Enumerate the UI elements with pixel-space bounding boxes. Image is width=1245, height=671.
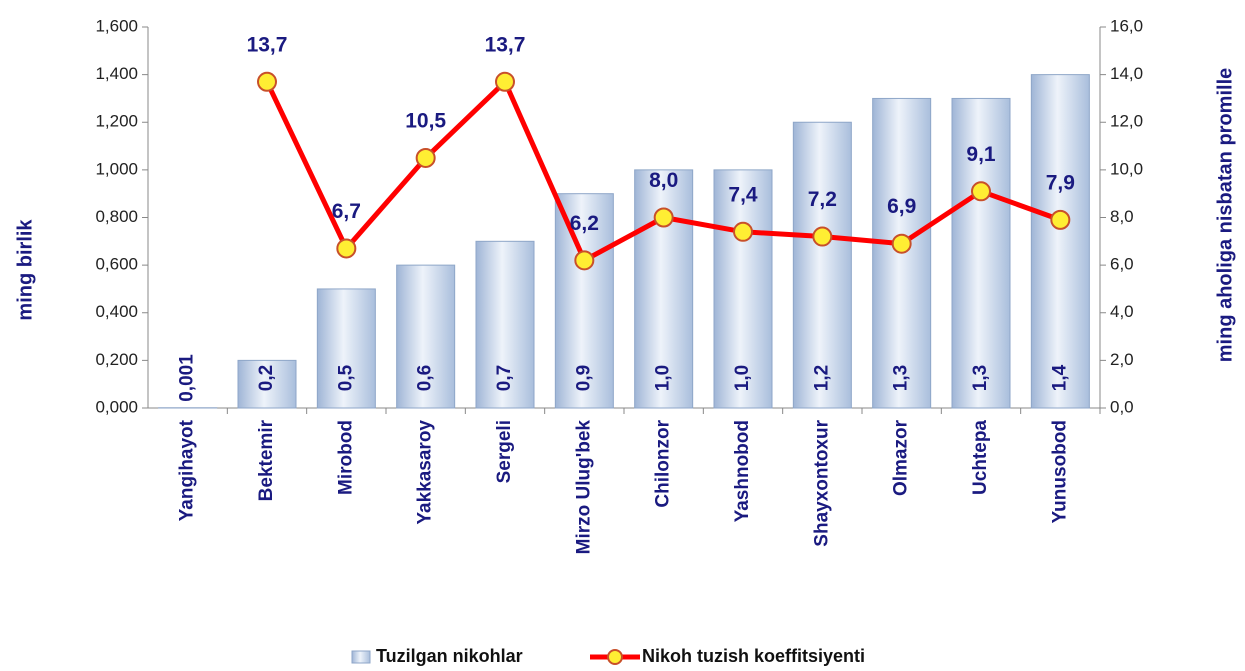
- y2-tick-label: 16,0: [1110, 16, 1143, 35]
- line-value-label: 7,4: [728, 183, 758, 206]
- x-tick-label: Yunusobod: [1049, 420, 1070, 523]
- bar-value-label: 0,9: [573, 365, 594, 391]
- bar-value-label: 1,3: [891, 365, 912, 391]
- y2-tick-label: 12,0: [1110, 112, 1143, 131]
- bar: [237, 359, 297, 409]
- y2-tick-label: 8,0: [1110, 207, 1134, 226]
- bar-value-label: 0,5: [335, 364, 356, 391]
- bar-value-label: 1,3: [970, 365, 991, 391]
- line-marker: [1050, 209, 1071, 230]
- y2-tick-label: 2,0: [1110, 350, 1134, 369]
- line-marker: [257, 71, 277, 92]
- line-value-label: 6,7: [332, 200, 361, 223]
- y-tick-label: 1,000: [95, 159, 138, 178]
- bar-value-label: 0,6: [415, 365, 436, 391]
- bar-value-label: 0,001: [177, 354, 198, 402]
- y-tick-label: 0,000: [95, 397, 138, 416]
- y-axis-title: ming birlik: [14, 219, 36, 321]
- bar-value-label: 0,2: [256, 365, 277, 391]
- line-value-label: 13,7: [485, 33, 526, 56]
- x-tick-label: Yashnobod: [732, 420, 753, 522]
- line-value-label: 7,9: [1046, 171, 1075, 194]
- bar: [475, 240, 535, 409]
- bar: [1030, 74, 1090, 409]
- line-value-label: 13,7: [247, 33, 288, 56]
- line-value-label: 7,2: [808, 188, 837, 211]
- bar-value-label: 0,7: [494, 365, 515, 391]
- x-tick-label: Chilonzor: [653, 419, 674, 507]
- y2-tick-label: 10,0: [1110, 159, 1143, 178]
- y-tick-label: 1,200: [95, 112, 138, 131]
- y2-tick-label: 6,0: [1110, 255, 1134, 274]
- x-tick-label: Uchtepa: [970, 420, 991, 495]
- y2-axis-title: ming aholiga nisbatan promille: [1214, 68, 1236, 362]
- line-marker: [574, 250, 595, 271]
- bar: [316, 288, 376, 409]
- y2-tick-label: 0,0: [1110, 397, 1134, 416]
- y2-tick-label: 14,0: [1110, 64, 1143, 83]
- y-tick-label: 0,800: [95, 207, 138, 226]
- y2-tick-label: 4,0: [1110, 302, 1134, 321]
- bar-value-label: 1,4: [1049, 364, 1070, 391]
- bar: [713, 169, 773, 409]
- line-value-label: 9,1: [966, 143, 996, 166]
- x-tick-label: Mirobod: [335, 420, 356, 495]
- y-tick-label: 0,400: [95, 302, 138, 321]
- y-tick-label: 0,200: [95, 350, 138, 369]
- bar-value-label: 1,2: [811, 365, 832, 391]
- x-tick-label: Bektemir: [256, 419, 277, 501]
- line-value-label: 6,9: [887, 195, 916, 218]
- bar: [951, 97, 1011, 409]
- x-tick-label: Olmazor: [891, 419, 912, 496]
- legend-swatch-marker: [607, 649, 623, 665]
- line-value-label: 6,2: [570, 212, 599, 235]
- bar: [792, 121, 852, 409]
- line-marker: [891, 233, 912, 254]
- line-marker: [336, 238, 357, 259]
- line-marker: [971, 181, 991, 202]
- line-value-label: 8,0: [649, 169, 678, 192]
- x-tick-label: Yangihayot: [177, 419, 198, 521]
- x-tick-label: Mirzo Ulug'bek: [573, 420, 594, 555]
- y-tick-label: 1,600: [95, 16, 138, 35]
- line-marker: [812, 226, 833, 247]
- line-value-label: 10,5: [405, 110, 446, 133]
- legend-swatch: [351, 650, 371, 664]
- legend-label: Nikoh tuzish koeffitsiyenti: [642, 646, 865, 666]
- bar: [554, 193, 614, 409]
- x-tick-label: Sergeli: [494, 420, 515, 483]
- bar-value-label: 1,0: [732, 365, 753, 391]
- y-tick-label: 1,400: [95, 64, 138, 83]
- line-marker: [495, 71, 515, 92]
- y-tick-label: 0,600: [95, 255, 138, 274]
- line-marker: [415, 147, 436, 168]
- legend-label: Tuzilgan nikohlar: [376, 646, 523, 666]
- bar: [396, 264, 456, 409]
- x-tick-label: Shayxontoxur: [811, 419, 832, 546]
- line-marker: [653, 207, 674, 228]
- line-marker: [733, 221, 753, 242]
- x-tick-label: Yakkasaroy: [415, 420, 436, 525]
- bar-value-label: 1,0: [653, 365, 674, 391]
